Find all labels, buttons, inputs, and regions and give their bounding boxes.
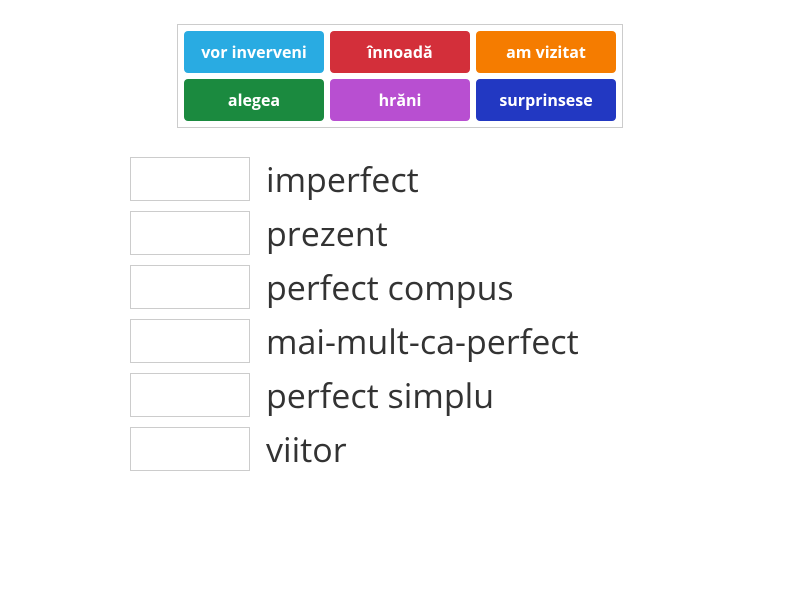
match-label: prezent	[266, 210, 388, 256]
drop-slot[interactable]	[130, 427, 250, 471]
drop-slot[interactable]	[130, 265, 250, 309]
match-row: mai-mult-ca-perfect	[130, 318, 800, 364]
match-row: viitor	[130, 426, 800, 472]
exercise-container: vor inverveni înnoadă am vizitat alegea …	[0, 0, 800, 600]
match-list: imperfect prezent perfect compus mai-mul…	[0, 156, 800, 472]
match-row: imperfect	[130, 156, 800, 202]
draggable-card[interactable]: surprinsese	[476, 79, 616, 121]
drop-slot[interactable]	[130, 157, 250, 201]
drop-slot[interactable]	[130, 373, 250, 417]
draggable-card[interactable]: vor inverveni	[184, 31, 324, 73]
drop-slot[interactable]	[130, 319, 250, 363]
match-label: viitor	[266, 426, 347, 472]
match-label: perfect compus	[266, 264, 514, 310]
draggable-card[interactable]: hrăni	[330, 79, 470, 121]
match-row: perfect compus	[130, 264, 800, 310]
match-label: imperfect	[266, 156, 419, 202]
match-label: perfect simplu	[266, 372, 494, 418]
match-row: prezent	[130, 210, 800, 256]
draggable-card[interactable]: înnoadă	[330, 31, 470, 73]
match-row: perfect simplu	[130, 372, 800, 418]
draggable-card[interactable]: alegea	[184, 79, 324, 121]
match-label: mai-mult-ca-perfect	[266, 318, 579, 364]
word-bank: vor inverveni înnoadă am vizitat alegea …	[177, 24, 623, 128]
word-bank-grid: vor inverveni înnoadă am vizitat alegea …	[184, 31, 616, 121]
drop-slot[interactable]	[130, 211, 250, 255]
draggable-card[interactable]: am vizitat	[476, 31, 616, 73]
